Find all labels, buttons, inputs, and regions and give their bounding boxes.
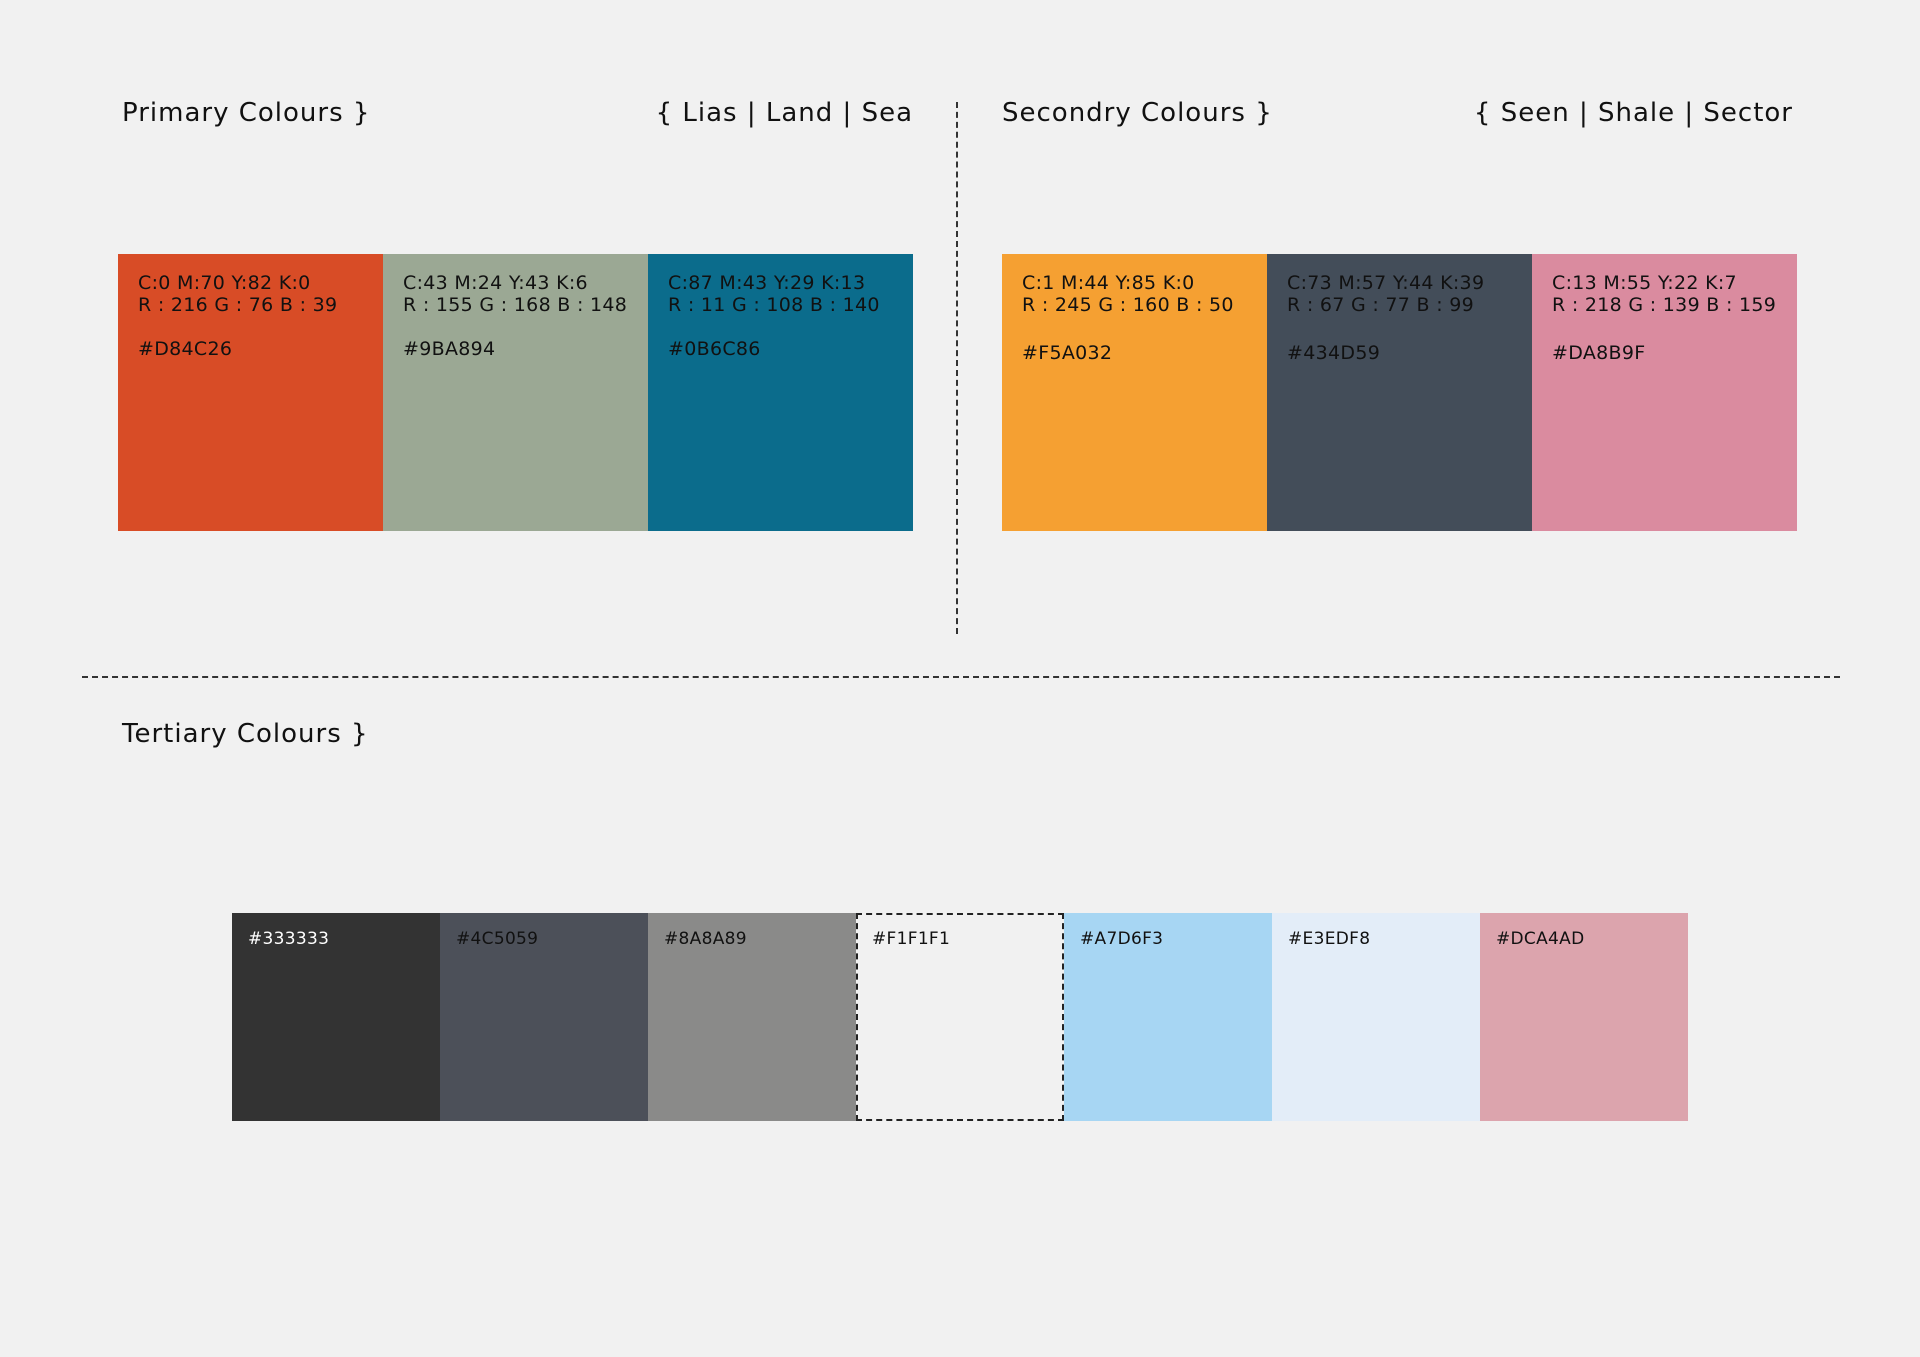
secondary-swatch: C:1 M:44 Y:85 K:0 R : 245 G : 160 B : 50… <box>1002 254 1267 531</box>
tertiary-swatch: #8A8A89 <box>648 913 856 1121</box>
tertiary-swatch: #DCA4AD <box>1480 913 1688 1121</box>
secondary-swatch-row: C:1 M:44 Y:85 K:0 R : 245 G : 160 B : 50… <box>1002 254 1797 531</box>
hex-label: #A7D6F3 <box>1080 929 1164 949</box>
primary-colours-title: Primary Colours } <box>122 98 371 128</box>
cmyk-label: C:0 M:70 Y:82 K:0 <box>138 272 311 294</box>
primary-swatch: C:43 M:24 Y:43 K:6 R : 155 G : 168 B : 1… <box>383 254 648 531</box>
primary-swatch-row: C:0 M:70 Y:82 K:0 R : 216 G : 76 B : 39 … <box>118 254 913 531</box>
rgb-label: R : 218 G : 139 B : 159 <box>1552 294 1777 316</box>
rgb-label: R : 216 G : 76 B : 39 <box>138 294 338 316</box>
hex-label: #F5A032 <box>1022 342 1113 364</box>
tertiary-swatch: #E3EDF8 <box>1272 913 1480 1121</box>
hex-label: #D84C26 <box>138 338 233 360</box>
hex-label: #DA8B9F <box>1552 342 1646 364</box>
primary-swatch: C:0 M:70 Y:82 K:0 R : 216 G : 76 B : 39 … <box>118 254 383 531</box>
tertiary-colours-title: Tertiary Colours } <box>122 719 369 749</box>
cmyk-label: C:43 M:24 Y:43 K:6 <box>403 272 588 294</box>
horizontal-divider <box>82 676 1840 678</box>
hex-label: #DCA4AD <box>1496 929 1585 949</box>
cmyk-label: C:13 M:55 Y:22 K:7 <box>1552 272 1737 294</box>
tertiary-swatch: #333333 <box>232 913 440 1121</box>
cmyk-label: C:1 M:44 Y:85 K:0 <box>1022 272 1195 294</box>
hex-label: #333333 <box>248 929 330 949</box>
hex-label: #4C5059 <box>456 929 539 949</box>
hex-label: #9BA894 <box>403 338 496 360</box>
rgb-label: R : 155 G : 168 B : 148 <box>403 294 628 316</box>
cmyk-label: C:87 M:43 Y:29 K:13 <box>668 272 866 294</box>
tertiary-swatch: #F1F1F1 <box>856 913 1064 1121</box>
vertical-divider <box>956 102 958 634</box>
hex-label: #8A8A89 <box>664 929 747 949</box>
rgb-label: R : 11 G : 108 B : 140 <box>668 294 880 316</box>
secondary-colours-title: Secondry Colours } <box>1002 98 1273 128</box>
primary-swatch: C:87 M:43 Y:29 K:13 R : 11 G : 108 B : 1… <box>648 254 913 531</box>
hex-label: #E3EDF8 <box>1288 929 1371 949</box>
secondary-swatch: C:73 M:57 Y:44 K:39 R : 67 G : 77 B : 99… <box>1267 254 1532 531</box>
secondary-swatch: C:13 M:55 Y:22 K:7 R : 218 G : 139 B : 1… <box>1532 254 1797 531</box>
tertiary-swatch: #A7D6F3 <box>1064 913 1272 1121</box>
primary-keywords: { Lias | Land | Sea <box>655 98 913 128</box>
hex-label: #F1F1F1 <box>872 929 951 949</box>
hex-label: #0B6C86 <box>668 338 761 360</box>
rgb-label: R : 245 G : 160 B : 50 <box>1022 294 1234 316</box>
tertiary-swatch-row: #333333 #4C5059 #8A8A89 #F1F1F1 #A7D6F3 … <box>232 913 1688 1121</box>
tertiary-swatch: #4C5059 <box>440 913 648 1121</box>
rgb-label: R : 67 G : 77 B : 99 <box>1287 294 1475 316</box>
hex-label: #434D59 <box>1287 342 1381 364</box>
cmyk-label: C:73 M:57 Y:44 K:39 <box>1287 272 1485 294</box>
secondary-keywords: { Seen | Shale | Sector <box>1473 98 1793 128</box>
